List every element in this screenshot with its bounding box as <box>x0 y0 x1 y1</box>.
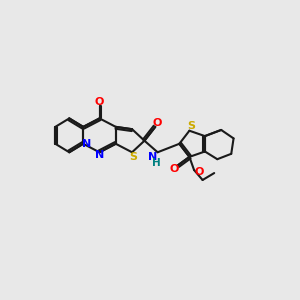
Text: N: N <box>95 150 104 160</box>
Text: S: S <box>187 121 195 131</box>
Text: O: O <box>194 167 203 176</box>
Text: H: H <box>152 158 161 168</box>
Text: S: S <box>129 152 137 162</box>
Text: N: N <box>148 152 157 162</box>
Text: O: O <box>95 97 104 107</box>
Text: N: N <box>82 139 91 149</box>
Text: O: O <box>153 118 162 128</box>
Text: O: O <box>169 164 178 174</box>
